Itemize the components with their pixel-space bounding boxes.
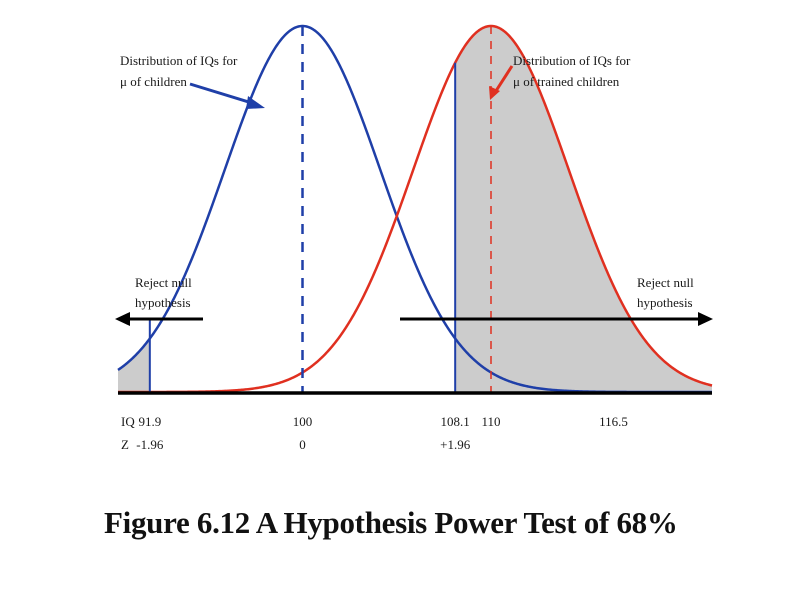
iq-tick-label: 116.5 xyxy=(599,414,628,429)
shaded-regions xyxy=(118,26,712,392)
z-tick-label: +1.96 xyxy=(440,437,471,452)
reject-left-arrow-head xyxy=(115,312,130,326)
z-row-label: Z xyxy=(121,437,129,452)
z-tick-label: 0 xyxy=(299,437,306,452)
critical-lines xyxy=(148,26,492,392)
reject-right-label-line2: hypothesis xyxy=(637,295,693,310)
alt-distribution-label-line2: μ of trained children xyxy=(513,74,620,89)
null-left-tail-shade xyxy=(118,338,150,392)
iq-tick-label: 108.1 xyxy=(441,414,470,429)
reject-right-arrow-head xyxy=(698,312,713,326)
alt-label-arrow-line xyxy=(492,65,514,95)
figure-caption: Figure 6.12 A Hypothesis Power Test of 6… xyxy=(104,505,678,540)
reject-right-label-line1: Reject null xyxy=(637,275,694,290)
iq-tick-label: 100 xyxy=(293,414,313,429)
iq-tick-label: 91.9 xyxy=(138,414,161,429)
power-region-shade xyxy=(455,26,712,392)
null-label-arrow-line xyxy=(189,82,256,106)
null-distribution-label-line1: Distribution of IQs for xyxy=(120,53,238,68)
null-label-arrow-head xyxy=(246,96,265,109)
x-tick-labels: 91.9 -1.96 100 0 108.1 +1.96 110 116.5 xyxy=(136,414,628,452)
reject-left-label-line1: Reject null xyxy=(135,275,192,290)
iq-tick-label: 110 xyxy=(481,414,500,429)
z-tick-label: -1.96 xyxy=(136,437,164,452)
iq-row-label: IQ xyxy=(121,414,135,429)
null-distribution-label-line2: μ of children xyxy=(120,74,187,89)
alt-label-arrow-head xyxy=(489,86,500,100)
reject-left-label-line2: hypothesis xyxy=(135,295,191,310)
alt-distribution-label-line1: Distribution of IQs for xyxy=(513,53,631,68)
